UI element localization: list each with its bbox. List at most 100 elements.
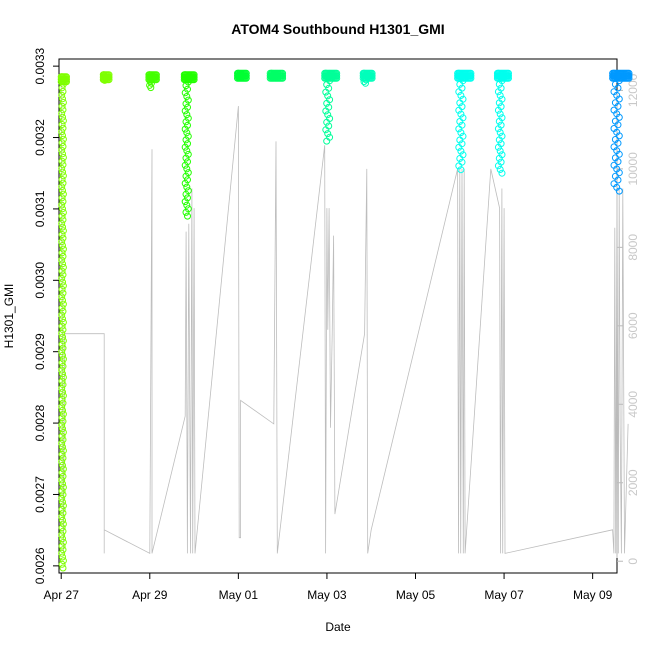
series-4 [180, 71, 198, 220]
point [59, 161, 67, 169]
point [58, 84, 66, 92]
point [58, 542, 66, 550]
point [270, 72, 278, 80]
point [323, 99, 331, 107]
point [182, 154, 190, 162]
point [505, 74, 512, 82]
point [456, 99, 464, 107]
point [181, 107, 189, 115]
point [625, 74, 633, 82]
point [59, 461, 66, 469]
point [323, 118, 331, 126]
point [59, 491, 67, 499]
point [494, 125, 502, 133]
point [58, 128, 66, 136]
y-tick-label-1: 0.0027 [33, 476, 47, 513]
point [324, 92, 332, 100]
point [58, 384, 66, 392]
point [58, 194, 66, 202]
point [183, 74, 191, 82]
point [59, 216, 67, 224]
point [184, 114, 192, 122]
point [614, 121, 622, 129]
point [368, 69, 376, 77]
point [615, 169, 623, 177]
point [59, 117, 67, 125]
point [242, 69, 250, 77]
point [59, 509, 67, 517]
point [181, 125, 189, 133]
point [279, 72, 287, 80]
point [147, 79, 155, 87]
point [58, 311, 66, 319]
series-5 [234, 69, 250, 82]
point [58, 146, 66, 154]
point [190, 73, 198, 81]
point [58, 256, 66, 264]
point [333, 72, 341, 80]
point [59, 436, 67, 444]
point [58, 304, 66, 312]
point [614, 102, 622, 110]
point [58, 348, 66, 356]
point [183, 201, 191, 209]
point [184, 194, 191, 202]
point [59, 502, 67, 510]
point [59, 443, 66, 451]
point [455, 69, 463, 77]
y2-tick-label-3: 6000 [626, 312, 640, 339]
point [184, 176, 191, 184]
point [58, 421, 66, 429]
point [614, 176, 622, 184]
point [100, 76, 108, 83]
point [455, 125, 463, 133]
point [614, 84, 622, 92]
point [324, 130, 332, 138]
point [59, 392, 67, 400]
series-10 [493, 69, 512, 177]
point [59, 388, 66, 396]
y-tick-label-4: 0.0030 [33, 262, 47, 299]
point [182, 136, 190, 144]
y-tick-label-0: 0.0026 [33, 547, 47, 584]
point [59, 454, 67, 462]
y-tick-label-2: 0.0028 [33, 404, 47, 441]
point [322, 107, 330, 115]
point [59, 143, 67, 150]
point [59, 278, 66, 286]
point [496, 166, 504, 173]
point [184, 187, 192, 195]
point [457, 166, 465, 174]
point [59, 553, 66, 561]
point [59, 179, 67, 187]
x-tick-label-3: May 03 [307, 588, 347, 602]
point [183, 129, 191, 137]
point [58, 212, 66, 220]
point [181, 179, 189, 187]
point [184, 140, 191, 148]
point [59, 124, 67, 132]
point [368, 72, 376, 80]
y2-tick-label-0: 0 [626, 558, 640, 565]
point [58, 165, 66, 172]
point [58, 395, 66, 403]
point [59, 410, 67, 418]
y2-tick-label-6: 12000 [626, 73, 640, 107]
point [59, 399, 67, 407]
x-tick-label-5: May 07 [484, 588, 524, 602]
point [58, 377, 66, 385]
point [361, 74, 369, 82]
point [614, 139, 622, 147]
point [184, 158, 191, 166]
point [59, 373, 67, 381]
point [58, 285, 66, 293]
point [59, 282, 67, 290]
point [333, 74, 341, 82]
point [183, 147, 191, 155]
point [182, 118, 190, 126]
x-axis-label: Date [325, 620, 351, 634]
point [59, 260, 66, 268]
point [184, 212, 191, 220]
point [362, 71, 369, 79]
point [456, 136, 464, 144]
